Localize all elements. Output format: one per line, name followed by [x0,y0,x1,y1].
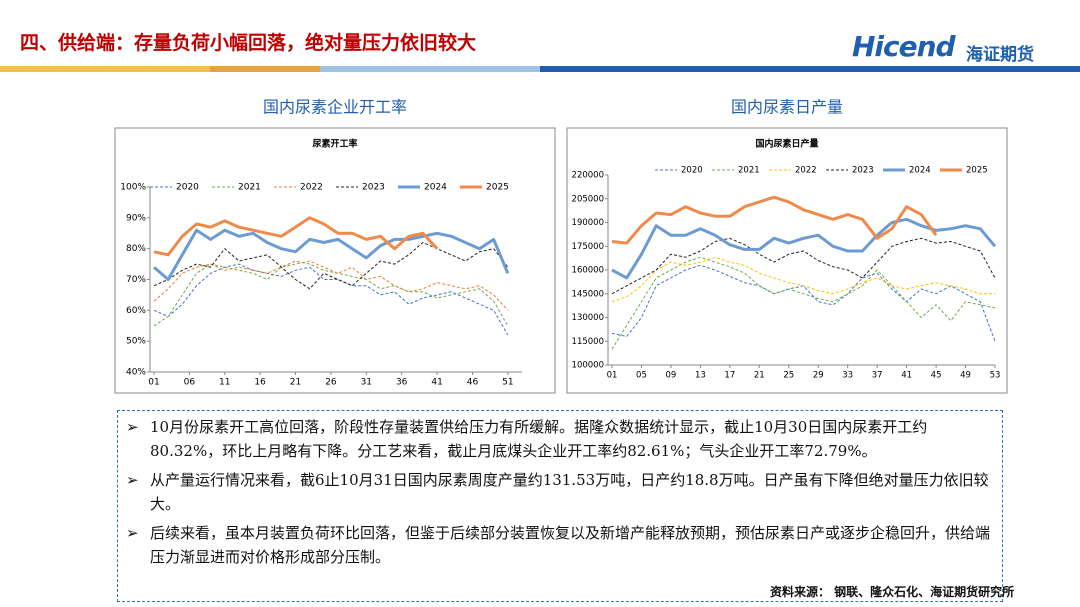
series-line [611,195,938,245]
chart-title: 国内尿素企业开工率 [263,98,407,117]
x-tick-label: 21 [754,371,765,381]
x-tick-label: 53 [990,371,1001,381]
y-tick-label: 50% [126,337,146,347]
y-tick-label: 100000 [572,361,604,371]
bullet: ➢ 后续来看，虽本月装置负荷环比回落，但鉴于后续部分装置恢复以及新增产能释放预期，… [126,521,994,569]
legend-label: 2022 [795,166,817,176]
x-tick-label: 21 [290,378,301,388]
bullet-marker: ➢ [126,524,139,542]
series-line [611,256,996,350]
y-tick-label: 160000 [572,266,604,276]
chart-frame [114,127,556,394]
legend-label: 2024 [909,166,931,176]
bullet-marker: ➢ [126,471,139,489]
y-tick-label: 205000 [572,194,604,204]
series-line [611,237,996,295]
x-tick-label: 41 [901,371,912,381]
y-tick-label: 175000 [572,242,604,252]
x-tick-label: 06 [184,378,196,388]
x-tick-label: 49 [960,371,971,381]
y-tick-label: 40% [126,368,146,378]
legend-label: 2022 [300,183,323,193]
x-tick-label: 31 [361,378,372,388]
y-tick-label: 60% [126,306,146,316]
legend-label: 2020 [681,166,703,176]
slide-title: 四、供给端：存量负荷小幅回落，绝对量压力依旧较大 [20,32,477,54]
series-line [153,260,509,311]
logo-brand: Hicend [852,30,956,63]
y-tick-label: 190000 [572,218,604,228]
x-tick-label: 46 [467,378,479,388]
chart-frame [566,127,1008,394]
chart-subtitle: 尿素开工率 [312,138,357,150]
header-bar [0,66,210,72]
header-bar [540,66,1080,72]
x-tick-label: 17 [724,371,735,381]
series-line [153,228,510,281]
header-bar [210,66,320,72]
chart-subtitle: 国内尿素日产量 [755,138,818,150]
x-tick-label: 01 [607,371,618,381]
x-tick-label: 25 [783,371,794,381]
x-tick-label: 36 [396,378,408,388]
x-tick-label: 05 [636,371,647,381]
legend-label: 2020 [176,183,199,193]
x-tick-label: 16 [254,378,266,388]
bullet-text: 后续来看，虽本月装置负荷环比回落，但鉴于后续部分装置恢复以及新增产能释放预期，预… [150,524,991,566]
bullet: ➢ 从产量运行情况来看，截6止10月31日国内尿素周度产量约131.53万吨，日产… [126,468,994,516]
y-tick-label: 90% [126,213,146,223]
series-line [153,263,509,336]
legend-label: 2021 [738,166,760,176]
x-tick-label: 33 [842,371,853,381]
y-tick-label: 80% [126,244,146,254]
x-tick-label: 37 [872,371,883,381]
x-tick-label: 11 [219,378,230,388]
x-tick-label: 45 [931,371,942,381]
series-line [611,256,995,303]
y-tick-label: 115000 [572,337,604,347]
source: 资料来源： 钢联、隆众石化、海证期货研究所 [770,585,1015,599]
series-line [153,216,439,257]
x-tick-label: 29 [813,371,824,381]
chart-title: 国内尿素日产量 [731,98,843,117]
legend-label: 2025 [966,166,988,176]
x-tick-label: 41 [431,378,442,388]
x-tick-label: 13 [695,371,706,381]
bullet: ➢ 10月份尿素开工高位回落，阶段性存量装置供给压力有所缓解。据隆众数据统计显示，… [126,415,994,463]
series-line [153,242,509,290]
x-tick-label: 01 [148,378,159,388]
y-tick-label: 145000 [572,289,604,299]
logo-name: 海证期货 [966,45,1034,65]
y-tick-label: 220000 [572,171,604,181]
text-box: ➢ 10月份尿素开工高位回落，阶段性存量装置供给压力有所缓解。据隆众数据统计显示，… [117,410,1003,602]
legend-label: 2025 [486,183,509,193]
legend-label: 2023 [852,166,874,176]
bullet-text: 从产量运行情况来看，截6止10月31日国内尿素周度产量约131.53万吨，日产约… [150,471,989,513]
x-tick-label: 26 [325,378,337,388]
x-tick-label: 51 [502,378,513,388]
bullet-marker: ➢ [126,418,139,436]
legend-label: 2023 [362,183,385,193]
x-tick-label: 09 [666,371,677,381]
y-tick-label: 70% [126,275,146,285]
bullet-text: 10月份尿素开工高位回落，阶段性存量装置供给压力有所缓解。据隆众数据统计显示，截… [150,418,928,460]
y-tick-label: 130000 [572,313,604,323]
header-bar [320,66,540,72]
legend-label: 2024 [424,183,447,193]
y-tick-label: 100% [120,183,146,193]
legend-label: 2021 [238,183,261,193]
